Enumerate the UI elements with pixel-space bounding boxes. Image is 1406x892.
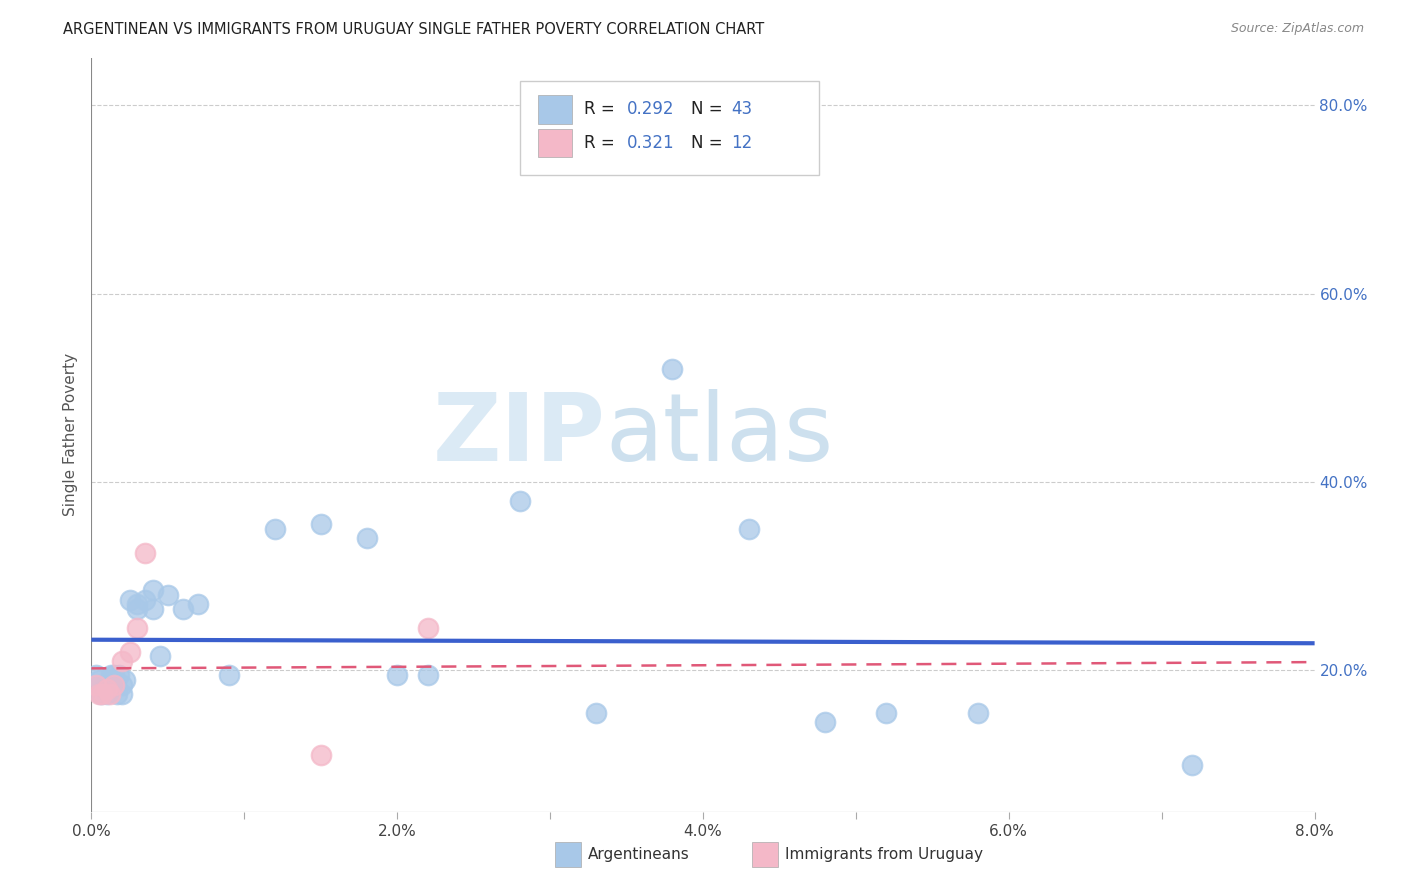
- Point: [187, 598, 209, 612]
- Point: [111, 654, 134, 668]
- Point: [96, 677, 118, 691]
- Point: [814, 715, 837, 730]
- Point: [114, 673, 136, 687]
- Point: [111, 677, 134, 691]
- Point: [103, 668, 125, 682]
- Point: [149, 649, 172, 664]
- Point: [218, 668, 240, 682]
- Point: [585, 706, 607, 720]
- Point: [509, 493, 531, 508]
- Point: [309, 517, 332, 532]
- Point: [134, 546, 156, 560]
- Text: ARGENTINEAN VS IMMIGRANTS FROM URUGUAY SINGLE FATHER POVERTY CORRELATION CHART: ARGENTINEAN VS IMMIGRANTS FROM URUGUAY S…: [63, 22, 765, 37]
- FancyBboxPatch shape: [538, 95, 572, 124]
- FancyBboxPatch shape: [538, 128, 572, 158]
- Point: [875, 706, 897, 720]
- Point: [356, 532, 378, 546]
- Point: [87, 673, 110, 687]
- Y-axis label: Single Father Poverty: Single Father Poverty: [62, 353, 77, 516]
- Point: [104, 677, 127, 691]
- Point: [84, 677, 107, 691]
- Text: atlas: atlas: [605, 389, 834, 481]
- Point: [93, 677, 115, 691]
- Point: [416, 621, 439, 635]
- Point: [98, 687, 121, 701]
- Point: [84, 668, 107, 682]
- Point: [1181, 757, 1204, 772]
- Point: [416, 668, 439, 682]
- Point: [156, 588, 179, 602]
- Text: 43: 43: [731, 100, 752, 119]
- Text: R =: R =: [585, 100, 620, 119]
- Point: [98, 673, 121, 687]
- Text: N =: N =: [690, 100, 728, 119]
- Point: [91, 687, 114, 701]
- Text: Argentineans: Argentineans: [588, 847, 689, 862]
- Point: [127, 598, 149, 612]
- Point: [127, 602, 149, 616]
- Point: [172, 602, 194, 616]
- FancyBboxPatch shape: [520, 80, 820, 175]
- Point: [141, 583, 163, 598]
- Text: Source: ZipAtlas.com: Source: ZipAtlas.com: [1230, 22, 1364, 36]
- Point: [309, 748, 332, 763]
- Text: 0.321: 0.321: [627, 134, 675, 153]
- Point: [661, 362, 683, 376]
- Point: [96, 687, 118, 701]
- Point: [108, 668, 131, 682]
- Point: [105, 687, 128, 701]
- Point: [103, 677, 125, 691]
- Point: [111, 687, 134, 701]
- Point: [100, 668, 122, 682]
- Point: [134, 592, 156, 607]
- Text: 12: 12: [731, 134, 752, 153]
- Point: [90, 687, 112, 701]
- Text: Immigrants from Uruguay: Immigrants from Uruguay: [785, 847, 983, 862]
- Text: N =: N =: [690, 134, 728, 153]
- Point: [738, 522, 761, 536]
- Text: 0.292: 0.292: [627, 100, 675, 119]
- Point: [141, 602, 163, 616]
- Point: [264, 522, 287, 536]
- Point: [127, 621, 149, 635]
- Text: ZIP: ZIP: [432, 389, 605, 481]
- Point: [118, 644, 141, 658]
- Point: [385, 668, 409, 682]
- Point: [87, 687, 110, 701]
- Point: [967, 706, 990, 720]
- Text: R =: R =: [585, 134, 620, 153]
- Point: [96, 682, 118, 697]
- Point: [118, 592, 141, 607]
